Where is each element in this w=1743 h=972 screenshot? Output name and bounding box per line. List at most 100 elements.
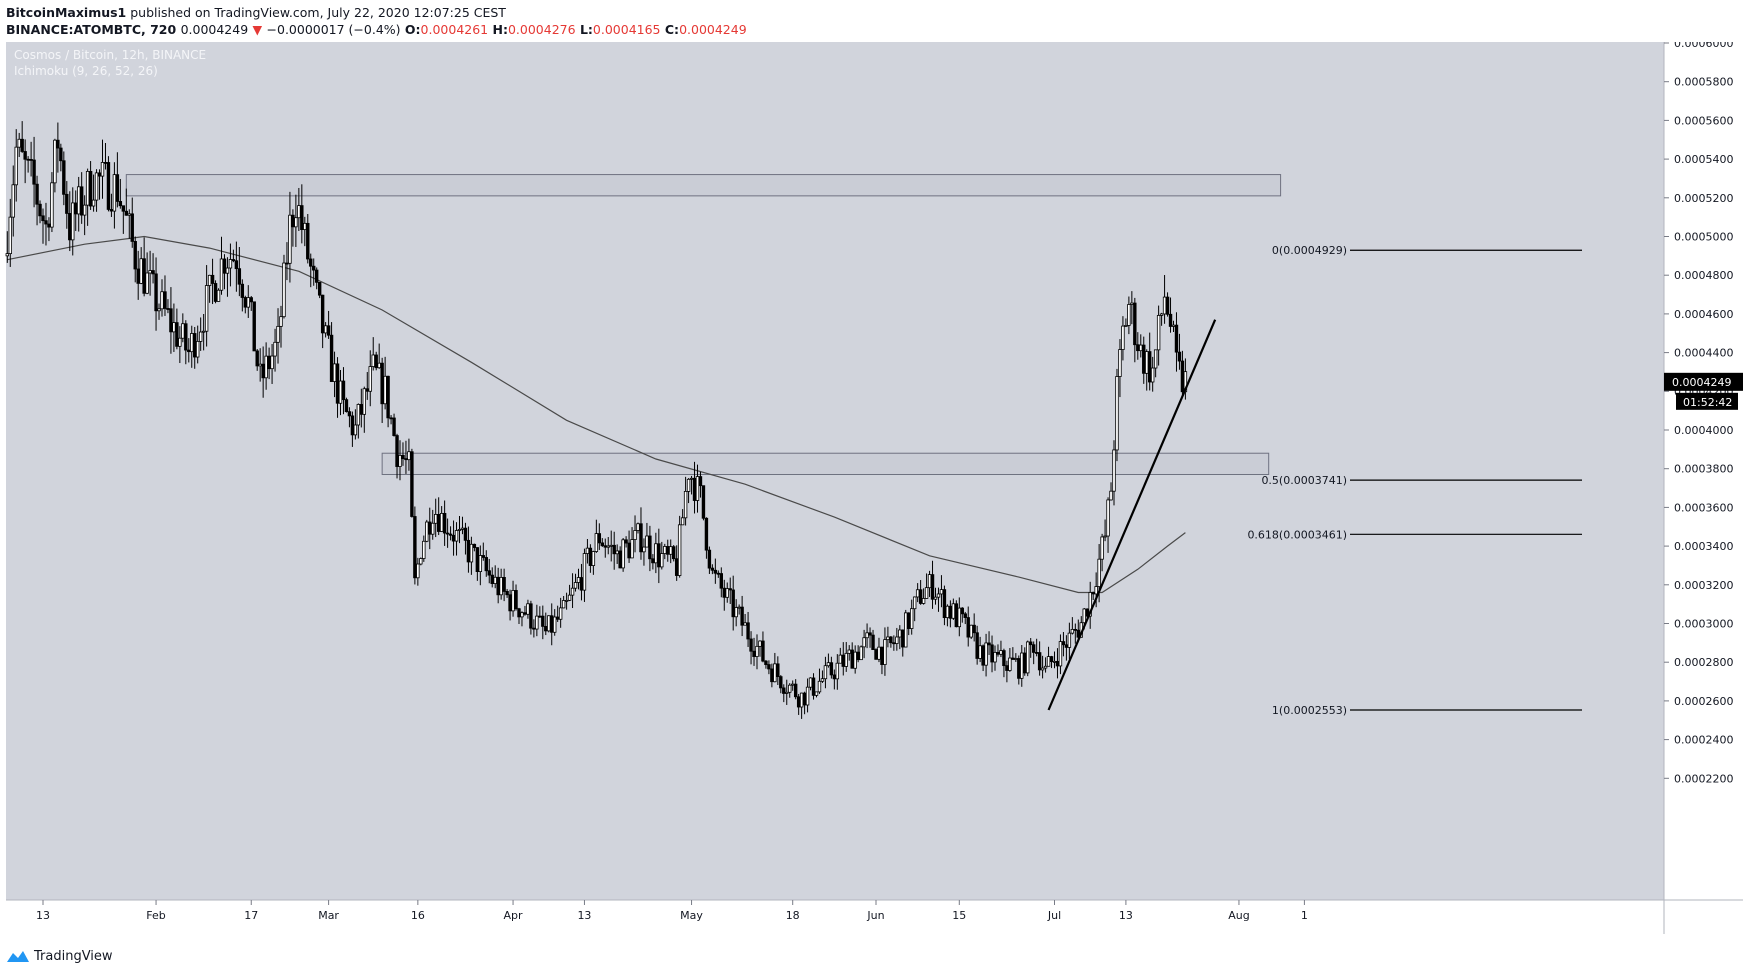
- candle-body: [737, 606, 741, 609]
- candle-body: [669, 546, 673, 555]
- fib-level-label: 1(0.0002553): [1272, 704, 1347, 717]
- candle-body: [791, 683, 795, 686]
- candle-body: [1055, 660, 1060, 667]
- fibonacci-retracement[interactable]: 0(0.0004929) 0.5(0.0003741) 0.618(0.000346…: [1247, 244, 1582, 717]
- price-axis-background[interactable]: [1664, 42, 1743, 900]
- candle-body: [1026, 641, 1030, 674]
- resistance-zones[interactable]: [125, 174, 1282, 476]
- candle-body: [969, 624, 973, 638]
- candle-body: [505, 591, 509, 596]
- candle-body: [621, 539, 625, 569]
- candle-body: [142, 258, 146, 294]
- candle-body: [936, 593, 941, 598]
- down-arrow-icon: ▼: [252, 22, 263, 37]
- candle-body: [1011, 657, 1015, 660]
- price-tick-label: 0.0003400: [1674, 540, 1734, 553]
- candle-body: [996, 651, 1000, 655]
- footer-brand[interactable]: TradingView: [34, 948, 113, 964]
- candle-body: [484, 557, 488, 572]
- candle-body: [431, 522, 435, 535]
- candle-body: [136, 268, 140, 284]
- candle-body: [121, 205, 126, 212]
- price-tick-label: 0.0006000: [1674, 42, 1734, 50]
- trendline-layer[interactable]: [1047, 319, 1217, 711]
- candle-body: [895, 636, 899, 644]
- candle-body: [654, 543, 658, 564]
- time-axis-background[interactable]: [0, 900, 1743, 934]
- last-price-tag-label: 0.0004249: [1672, 376, 1732, 389]
- candle-body: [835, 662, 840, 680]
- candle-body: [380, 362, 384, 405]
- candle-body: [1082, 608, 1086, 624]
- candle-body: [740, 606, 744, 626]
- price-chart[interactable]: 0(0.0004929) 0.5(0.0003741) 0.618(0.000346…: [0, 37, 1743, 934]
- candle-body: [904, 612, 908, 648]
- candle-body: [725, 588, 729, 598]
- candle-body: [1043, 665, 1048, 669]
- candle-body: [1136, 344, 1140, 352]
- candle-body: [609, 544, 613, 547]
- candle-body: [329, 334, 334, 382]
- candle-body: [118, 201, 123, 207]
- candle-body: [1171, 324, 1176, 327]
- candle-body: [862, 637, 866, 648]
- author-name[interactable]: BitcoinMaximus1: [6, 5, 127, 20]
- candle-body: [62, 160, 66, 195]
- candle-body: [1064, 644, 1069, 648]
- candle-body: [603, 545, 607, 548]
- change-value: −0.0000017 (−0.4%): [266, 22, 401, 37]
- candle-body: [139, 258, 143, 284]
- open-value: 0.0004261: [420, 22, 489, 37]
- chart-frame[interactable]: 0(0.0004929) 0.5(0.0003741) 0.618(0.000346…: [0, 37, 1743, 934]
- candle-body: [1142, 344, 1146, 374]
- candle-body: [32, 159, 36, 185]
- candle-body: [377, 362, 381, 369]
- candle-body: [392, 417, 396, 436]
- candle-body: [701, 485, 706, 519]
- candle-body: [933, 596, 938, 600]
- candle-body: [326, 325, 331, 336]
- candle-body: [850, 649, 854, 669]
- candle-body: [407, 451, 411, 461]
- candle-body: [472, 543, 477, 548]
- candle-body: [469, 543, 474, 563]
- candle-body: [1103, 535, 1107, 538]
- candle-body: [520, 612, 524, 618]
- candle-body: [1118, 349, 1122, 377]
- candle-body: [1094, 586, 1098, 595]
- candle-body: [689, 477, 694, 480]
- candle-body: [145, 272, 149, 294]
- candle-body: [216, 289, 221, 302]
- candle-body: [660, 553, 664, 568]
- price-tick-label: 0.0002800: [1674, 656, 1734, 669]
- candle-body: [844, 652, 848, 667]
- candle-body: [799, 692, 804, 708]
- high-label: H:: [492, 22, 508, 37]
- candle-body: [1058, 641, 1063, 667]
- candle-body: [249, 297, 253, 303]
- candle-body: [157, 308, 161, 312]
- candle-body: [193, 333, 197, 358]
- candle-body: [237, 268, 242, 285]
- candle-body: [677, 524, 682, 576]
- candle-body: [178, 337, 182, 347]
- candle-body: [606, 545, 610, 548]
- candle-body: [1040, 667, 1045, 671]
- candle-body: [100, 162, 105, 177]
- candle-body: [457, 529, 462, 531]
- time-axis[interactable]: 13 Feb 17 Mar 16 Apr 13 May 18 Jun 15 Jul 13 Aug 1: [36, 900, 1308, 922]
- candle-body: [532, 627, 536, 630]
- candle-body: [442, 512, 447, 534]
- candle-body: [576, 577, 581, 583]
- candle-body: [555, 616, 560, 620]
- candle-body: [273, 341, 277, 357]
- price-tick-label: 0.0004600: [1674, 308, 1734, 321]
- candle-body: [26, 158, 30, 161]
- candle-body: [35, 183, 39, 205]
- candle-body: [514, 590, 518, 610]
- candle-body: [573, 582, 578, 589]
- candle-body: [648, 535, 652, 560]
- candle-body: [436, 514, 441, 532]
- candle-body: [112, 174, 117, 212]
- candle-body: [710, 567, 715, 571]
